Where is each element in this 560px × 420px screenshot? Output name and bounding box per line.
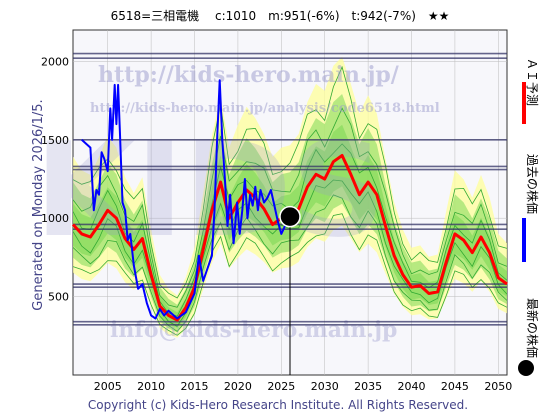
latest-price-marker <box>279 205 301 228</box>
watermark-big: KIDS <box>35 114 386 266</box>
x-axis-ticks: 2005 2010 2015 2020 2025 2030 2035 2040 2045 2050 <box>94 380 513 393</box>
legend-latest-dot <box>518 360 534 376</box>
y-tick-label: 2000 <box>41 55 69 68</box>
prediction-band-line <box>72 65 508 299</box>
watermark-url-top: http://kids-hero.main.jp/ <box>98 62 400 88</box>
legend: ＡＩ予測 過去の株価 最新の株価 <box>518 58 540 376</box>
y-tick-label: 1500 <box>41 134 69 147</box>
legend-latest-label: 最新の株価 <box>525 298 540 358</box>
chart-title: 6518=三相電機 c:1010 m:951(-6%) t:942(-7%) ★… <box>111 8 450 23</box>
x-tick-label: 2020 <box>224 380 252 393</box>
watermark-url-mid: http://kids-hero.main.jp/analysis/code65… <box>90 101 440 116</box>
x-tick-label: 2050 <box>484 380 512 393</box>
legend-past-label: 過去の株価 <box>525 154 540 214</box>
past-price-line <box>81 79 291 320</box>
x-tick-label: 2025 <box>267 380 295 393</box>
generated-date-label: Generated on Monday 2026/1/5. <box>31 99 46 310</box>
x-tick-label: 2015 <box>181 380 209 393</box>
current-marker-group <box>279 205 301 375</box>
y-axis-ticks: 500 1000 1500 2000 <box>41 55 69 303</box>
x-tick-label: 2045 <box>441 380 469 393</box>
copyright-footer: Copyright (c) Kids-Hero Research Institu… <box>88 398 468 412</box>
x-tick-label: 2035 <box>354 380 382 393</box>
x-tick-label: 2030 <box>311 380 339 393</box>
x-tick-label: 2005 <box>94 380 122 393</box>
prediction-band-line <box>72 107 508 308</box>
x-tick-label: 2010 <box>137 380 165 393</box>
x-tick-label: 2040 <box>398 380 426 393</box>
y-tick-label: 500 <box>48 291 69 304</box>
y-tick-label: 1000 <box>41 212 69 225</box>
legend-ai-label: ＡＩ予測 <box>525 58 539 106</box>
